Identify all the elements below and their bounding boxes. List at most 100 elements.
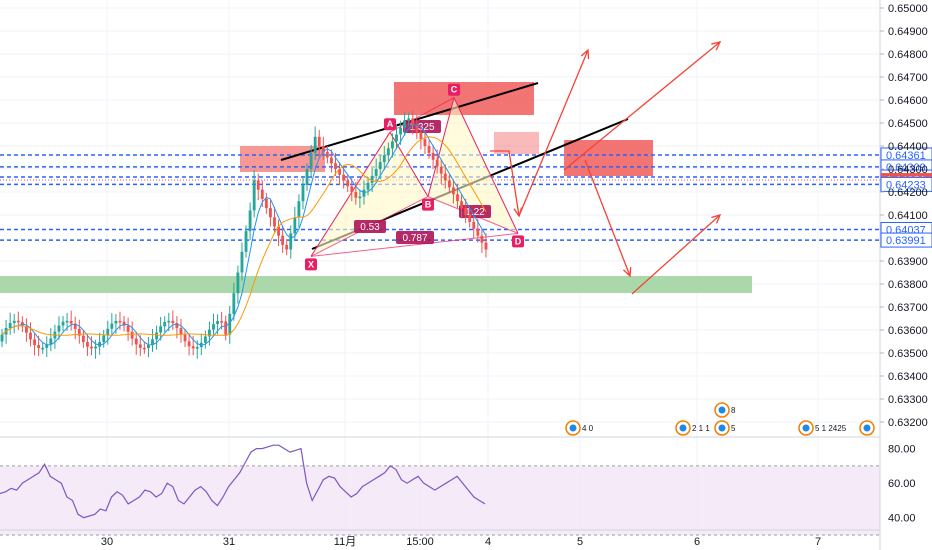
candle-body [297, 201, 301, 218]
projection-arrowhead [622, 266, 632, 278]
event-marker[interactable]: 5 1 2425 [798, 420, 847, 436]
candle-body [16, 320, 20, 323]
candle-body [216, 321, 219, 325]
flag-icon [718, 406, 726, 414]
projection-arrowhead [580, 48, 590, 60]
price-tick-label: 0.63300 [888, 394, 928, 406]
price-tick-label: 0.64900 [888, 26, 928, 38]
candle-body [228, 313, 232, 335]
price-tick-label: 0.64800 [888, 49, 928, 61]
candle-body [98, 342, 102, 347]
price-tag-label: 0.64361 [886, 150, 926, 162]
projection-arrow [490, 150, 520, 217]
price-tick-label: 0.64300 [888, 164, 928, 176]
price-tick-label: 0.63400 [888, 371, 928, 383]
candle-body [175, 323, 179, 329]
event-marker[interactable]: 5 [714, 420, 736, 436]
resistance-zone-right [564, 140, 653, 176]
pattern-leg-xa [310, 131, 391, 257]
candle-body [464, 208, 468, 215]
projection-arrow [518, 49, 589, 217]
pattern-leg-xd [310, 232, 519, 257]
candle-body [293, 217, 297, 234]
pattern-fill-bcd [428, 97, 518, 234]
ratio-badge [396, 231, 434, 244]
pattern-leg-cd [453, 97, 519, 234]
price-tick-label: 0.64100 [888, 210, 928, 222]
candle-body [90, 346, 93, 349]
candle-body [65, 320, 69, 323]
candle-body [118, 320, 122, 323]
time-tick-label: 15:00 [406, 536, 434, 548]
pattern-point-label: X [308, 259, 314, 269]
event-label: 5 [731, 424, 736, 433]
candle-body [431, 152, 435, 160]
projection-arrow [631, 214, 721, 295]
harmonic-pattern: X A B C D 1.325 0.53 1.22 0.787 [305, 83, 524, 271]
event-marker[interactable]: 2 1 1 [675, 420, 710, 436]
rsi-panel: 80.00 60.00 40.00 [0, 444, 916, 536]
moving-averages [1, 124, 487, 346]
candle-body [12, 320, 16, 323]
price-tick-label: 0.63900 [888, 256, 928, 268]
pattern-point-x [305, 258, 317, 271]
event-label: 2 1 1 [692, 424, 710, 433]
candle-body [94, 346, 97, 349]
resistance-zone-mid [494, 132, 539, 154]
event-marker[interactable]: 8 [714, 402, 736, 418]
candle-body [399, 127, 402, 135]
pattern-point-label: A [387, 119, 394, 129]
candle-body [130, 331, 134, 339]
candle-body [350, 186, 354, 192]
candle-body [212, 324, 215, 330]
ratio-label: 1.22 [465, 207, 485, 218]
candle-body [159, 326, 163, 333]
candle-body [220, 321, 224, 323]
candle-body [411, 118, 415, 126]
candle-body [468, 215, 472, 222]
candle-body [346, 180, 350, 187]
projection-arrow [584, 159, 631, 277]
candle-body [106, 328, 110, 336]
price-tick-label: 0.63500 [888, 348, 928, 360]
pattern-point-label: B [425, 200, 432, 210]
candle-body [171, 320, 175, 324]
candle-body [374, 169, 378, 176]
rsi-tick-label: 80.00 [888, 444, 916, 456]
flag-icon [802, 424, 810, 432]
price-tag-box [880, 176, 932, 192]
candle-body [313, 136, 317, 153]
candle-body [183, 334, 187, 342]
ratio-label: 1.325 [409, 122, 434, 133]
candle-body [281, 235, 285, 245]
candle-body [57, 325, 61, 332]
candle-body [45, 344, 49, 348]
pattern-point-b [422, 198, 434, 211]
candle-body [102, 335, 106, 343]
moving-average-line [1, 136, 487, 337]
time-tick-label: 5 [577, 536, 583, 548]
candle-body [260, 189, 264, 199]
ratio-label: 0.53 [360, 222, 380, 233]
candle-body [8, 322, 12, 328]
candle-body [163, 322, 167, 327]
event-label: 8 [731, 406, 736, 415]
candle-body [41, 347, 45, 350]
candle-body [289, 233, 293, 250]
candle-body [61, 321, 65, 326]
event-marker[interactable] [859, 420, 875, 436]
candle-body [236, 272, 240, 294]
rsi-band [0, 465, 880, 535]
event-markers[interactable]: 4 0 2 1 1 8 5 5 1 2425 [565, 402, 875, 436]
candle-body [126, 325, 130, 332]
price-tick-label: 0.63800 [888, 279, 928, 291]
grid [0, 0, 880, 530]
candle-body [484, 242, 488, 250]
pattern-point-label: D [515, 236, 522, 246]
candle-body [330, 157, 333, 164]
candle-body [167, 320, 171, 323]
candle-body [480, 235, 484, 243]
event-marker[interactable]: 4 0 [565, 420, 594, 436]
